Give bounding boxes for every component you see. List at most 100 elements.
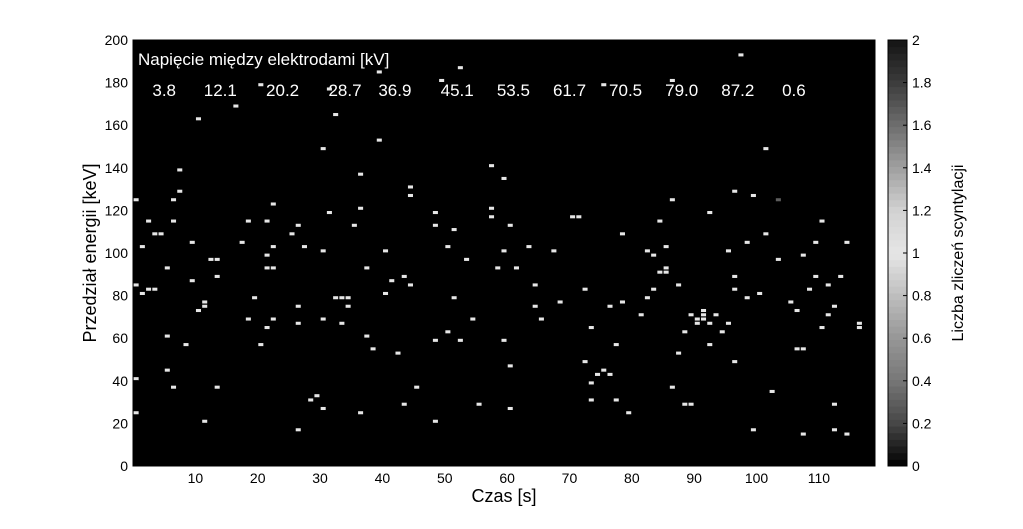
heatmap-cell [364, 334, 370, 338]
heatmap-cell [177, 189, 183, 193]
colorbar-segment [888, 226, 907, 234]
heatmap-cell [202, 419, 208, 423]
heatmap-cell [308, 398, 314, 402]
heatmap-cell [407, 283, 413, 287]
heatmap-cell [389, 279, 395, 283]
heatmap-cell [457, 66, 463, 70]
heatmap-cell [489, 206, 495, 210]
heatmap-cell [233, 104, 239, 108]
colorbar-segment [888, 153, 907, 161]
colorbar-segment [888, 239, 907, 247]
heatmap-cell [763, 232, 769, 236]
colorbar-segment [888, 426, 907, 434]
heatmap-cell [383, 249, 389, 253]
colorbar-segment [888, 253, 907, 261]
heatmap-cell [757, 291, 763, 295]
heatmap-cell [732, 189, 738, 193]
voltage-label: 12.1 [204, 81, 237, 100]
heatmap-cell [844, 240, 850, 244]
heatmap-cell [139, 291, 145, 295]
heatmap-cell [245, 219, 251, 223]
colorbar-segment [888, 219, 907, 227]
heatmap-cell [701, 313, 707, 317]
y-tick-label: 120 [105, 202, 129, 218]
heatmap-cell [744, 296, 750, 300]
voltage-label: 70.5 [609, 81, 642, 100]
heatmap-cell [195, 308, 201, 313]
heatmap-cell [171, 219, 177, 223]
colorbar-tick-label: 0.2 [912, 415, 932, 431]
colorbar-segment [888, 352, 907, 360]
y-tick-label: 200 [105, 32, 129, 48]
heatmap-cell [295, 304, 301, 308]
colorbar-segment [888, 86, 907, 94]
heatmap-cell [794, 308, 800, 313]
heatmap-cell [326, 87, 332, 91]
colorbar-segment [888, 292, 907, 301]
heatmap-cell [158, 232, 164, 236]
heatmap-cell [407, 185, 413, 189]
colorbar-tick-label: 1.4 [912, 160, 932, 176]
heatmap-cell [819, 326, 825, 330]
heatmap-cell [270, 245, 276, 249]
colorbar-tick-label: 0 [912, 458, 920, 474]
heatmap-cell [807, 287, 813, 291]
heatmap-cell [595, 372, 601, 376]
heatmap-cell [582, 287, 588, 291]
heatmap-cell [152, 287, 158, 291]
colorbar-segment [888, 173, 907, 181]
colorbar-label: Liczba zliczeń scyntylacji [950, 165, 967, 342]
heatmap-cell [831, 304, 837, 308]
x-tick-label: 90 [686, 470, 702, 486]
heatmap-cell [489, 164, 495, 168]
heatmap-cell [301, 245, 307, 249]
heatmap-cell [613, 343, 619, 347]
colorbar-tick-label: 0.4 [912, 373, 932, 389]
heatmap-cell [788, 300, 794, 304]
colorbar-segment [888, 446, 907, 454]
heatmap-cell [813, 240, 819, 244]
heatmap-cell [177, 168, 183, 172]
heatmap-cell [532, 304, 538, 308]
heatmap-cell [270, 202, 276, 206]
heatmap-cell [582, 360, 588, 364]
heatmap-cell [432, 223, 438, 227]
heatmap-cell [270, 266, 276, 270]
heatmap-cell [189, 279, 195, 283]
heatmap-cell [264, 326, 270, 330]
heatmap-cell [576, 215, 582, 219]
y-tick-label: 0 [120, 458, 128, 474]
heatmap-cell [856, 321, 862, 325]
x-tick-label: 30 [312, 470, 328, 486]
heatmap-cell [333, 113, 339, 117]
colorbar-segment [888, 199, 907, 207]
heatmap-cell [295, 321, 301, 325]
heatmap-cell [844, 432, 850, 436]
voltage-label: 28.7 [328, 81, 361, 100]
colorbar-segment [888, 259, 907, 267]
colorbar-segment [888, 339, 907, 347]
heatmap-cell [358, 206, 364, 210]
heatmap-cell [489, 215, 495, 219]
heatmap-cell [701, 317, 707, 321]
heatmap-cell [202, 300, 208, 304]
heatmap-cell [345, 296, 351, 300]
heatmap-cell [669, 78, 675, 82]
colorbar-segment [888, 59, 907, 68]
colorbar-segment [888, 279, 907, 287]
heatmap-cell [432, 419, 438, 423]
colorbar-segment [888, 53, 907, 61]
x-tick-label: 80 [624, 470, 640, 486]
heatmap-cell [588, 326, 594, 330]
heatmap-cell [183, 343, 189, 347]
x-tick-label: 50 [437, 470, 453, 486]
heatmap-cell [376, 138, 382, 142]
heatmap-cell [557, 300, 563, 304]
heatmap-cell [707, 343, 713, 347]
heatmap-cell [794, 347, 800, 351]
heatmap-cell [133, 283, 139, 287]
colorbar-segment [888, 332, 907, 341]
heatmap-cell [171, 385, 177, 389]
heatmap-cell [732, 360, 738, 364]
